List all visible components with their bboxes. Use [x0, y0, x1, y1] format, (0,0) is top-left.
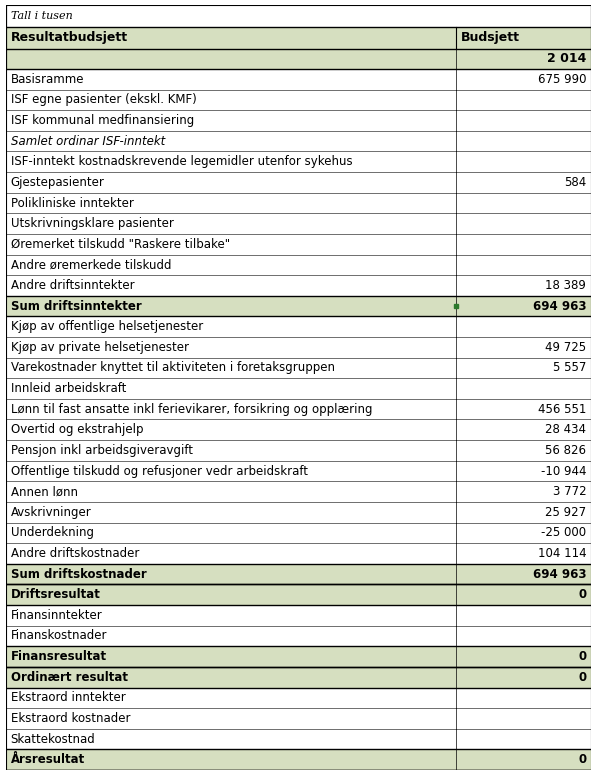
Text: Andre øremerkede tilskudd: Andre øremerkede tilskudd	[11, 258, 171, 271]
Bar	[6, 151, 591, 172]
Bar	[6, 5, 591, 27]
Bar	[6, 399, 591, 419]
Bar	[6, 522, 591, 543]
Bar	[6, 584, 591, 605]
Text: 0: 0	[578, 670, 586, 684]
Bar	[6, 502, 591, 522]
Text: 28 434: 28 434	[545, 423, 586, 436]
Bar	[6, 749, 591, 770]
Bar	[6, 90, 591, 110]
Text: 584: 584	[564, 176, 586, 189]
Text: Andre driftsinntekter: Andre driftsinntekter	[11, 279, 134, 292]
Text: Budsjett: Budsjett	[460, 32, 519, 44]
Text: 5 557: 5 557	[553, 361, 586, 374]
Text: 0: 0	[578, 588, 586, 601]
Bar	[6, 646, 591, 667]
Text: 56 826: 56 826	[545, 444, 586, 457]
Bar	[6, 419, 591, 440]
Text: Lønn til fast ansatte inkl ferievikarer, forsikring og opplæring: Lønn til fast ansatte inkl ferievikarer,…	[11, 403, 372, 415]
Text: Varekostnader knyttet til aktiviteten i foretaksgruppen: Varekostnader knyttet til aktiviteten i …	[11, 361, 335, 374]
Bar	[6, 234, 591, 254]
Bar	[6, 27, 591, 49]
Bar	[6, 49, 591, 69]
Text: Kjøp av private helsetjenester: Kjøp av private helsetjenester	[11, 341, 189, 354]
Bar	[6, 337, 591, 357]
Bar	[6, 296, 591, 316]
Bar	[6, 481, 591, 502]
Bar	[6, 605, 591, 625]
Bar	[6, 625, 591, 646]
Text: Ekstraord inntekter: Ekstraord inntekter	[11, 691, 125, 704]
Bar	[6, 440, 591, 460]
Text: 675 990: 675 990	[538, 73, 586, 86]
Text: -25 000: -25 000	[541, 526, 586, 539]
Bar	[6, 275, 591, 296]
Text: Ekstraord kostnader: Ekstraord kostnader	[11, 712, 130, 725]
Text: ISF kommunal medfinansiering: ISF kommunal medfinansiering	[11, 114, 194, 127]
Text: Annen lønn: Annen lønn	[11, 485, 78, 498]
Text: 0: 0	[578, 650, 586, 663]
Text: 49 725: 49 725	[545, 341, 586, 354]
Bar	[6, 69, 591, 90]
Text: Utskrivningsklare pasienter: Utskrivningsklare pasienter	[11, 217, 174, 230]
Text: Sum driftsinntekter: Sum driftsinntekter	[11, 300, 141, 312]
Text: Resultatbudsjett: Resultatbudsjett	[11, 32, 128, 44]
Text: 18 389: 18 389	[546, 279, 586, 292]
Text: Kjøp av offentlige helsetjenester: Kjøp av offentlige helsetjenester	[11, 320, 203, 333]
Text: 694 963: 694 963	[533, 300, 586, 312]
Bar	[6, 254, 591, 275]
Bar	[6, 564, 591, 584]
Bar	[6, 193, 591, 213]
Bar	[6, 172, 591, 193]
Text: -10 944: -10 944	[541, 464, 586, 477]
Text: Sum driftskostnader: Sum driftskostnader	[11, 567, 146, 580]
Text: Årsresultat: Årsresultat	[11, 753, 85, 766]
Text: Finansresultat: Finansresultat	[11, 650, 107, 663]
Text: Ordinært resultat: Ordinært resultat	[11, 670, 128, 684]
Text: Overtid og ekstrahjelp: Overtid og ekstrahjelp	[11, 423, 143, 436]
Text: Driftsresultat: Driftsresultat	[11, 588, 100, 601]
Bar	[6, 687, 591, 708]
Text: Avskrivninger: Avskrivninger	[11, 506, 91, 518]
Text: Samlet ordinar ISF-inntekt: Samlet ordinar ISF-inntekt	[11, 135, 165, 148]
Bar	[6, 543, 591, 564]
Text: ISF egne pasienter (ekskl. KMF): ISF egne pasienter (ekskl. KMF)	[11, 94, 196, 106]
Text: 3 772: 3 772	[553, 485, 586, 498]
Bar	[6, 378, 591, 399]
Text: Skattekostnad: Skattekostnad	[11, 732, 96, 746]
Bar	[6, 357, 591, 378]
Text: 25 927: 25 927	[545, 506, 586, 518]
Text: 2 014: 2 014	[547, 53, 586, 66]
Text: Tall i tusen: Tall i tusen	[11, 11, 72, 21]
Bar	[6, 667, 591, 687]
Bar	[6, 110, 591, 131]
Bar	[6, 708, 591, 728]
Bar	[6, 728, 591, 749]
Text: Polikliniske inntekter: Polikliniske inntekter	[11, 197, 134, 209]
Text: Finanskostnader: Finanskostnader	[11, 629, 107, 642]
Text: ISF-inntekt kostnadskrevende legemidler utenfor sykehus: ISF-inntekt kostnadskrevende legemidler …	[11, 155, 352, 168]
Text: Pensjon inkl arbeidsgiveravgift: Pensjon inkl arbeidsgiveravgift	[11, 444, 193, 457]
Text: Offentlige tilskudd og refusjoner vedr arbeidskraft: Offentlige tilskudd og refusjoner vedr a…	[11, 464, 307, 477]
Text: 0: 0	[578, 753, 586, 766]
Bar	[6, 316, 591, 337]
Text: 456 551: 456 551	[538, 403, 586, 415]
Text: Underdekning: Underdekning	[11, 526, 94, 539]
Text: Innleid arbeidskraft: Innleid arbeidskraft	[11, 382, 126, 395]
Text: Gjestepasienter: Gjestepasienter	[11, 176, 104, 189]
Text: Andre driftskostnader: Andre driftskostnader	[11, 547, 139, 560]
Bar	[6, 460, 591, 481]
Text: 694 963: 694 963	[533, 567, 586, 580]
Text: Øremerket tilskudd "Raskere tilbake": Øremerket tilskudd "Raskere tilbake"	[11, 238, 230, 251]
Text: 104 114: 104 114	[538, 547, 586, 560]
Text: Finansinntekter: Finansinntekter	[11, 609, 103, 622]
Text: Basisramme: Basisramme	[11, 73, 84, 86]
Bar	[6, 131, 591, 151]
Bar	[6, 213, 591, 234]
